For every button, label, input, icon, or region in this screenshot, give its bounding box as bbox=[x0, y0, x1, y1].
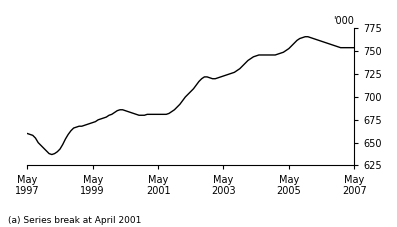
Text: '000: '000 bbox=[333, 16, 354, 26]
Text: (a) Series break at April 2001: (a) Series break at April 2001 bbox=[8, 216, 141, 225]
